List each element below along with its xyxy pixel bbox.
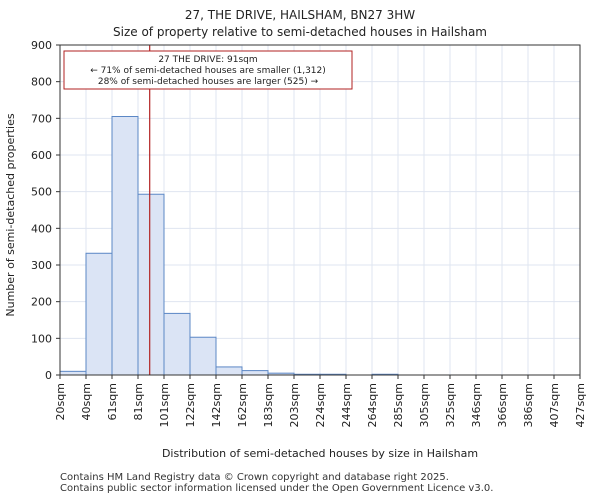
x-tick-label: 407sqm xyxy=(548,383,561,427)
x-tick-label: 386sqm xyxy=(522,383,535,427)
histogram-bar xyxy=(111,116,139,376)
y-tick-label: 800 xyxy=(31,76,52,89)
x-tick-label: 285sqm xyxy=(392,383,405,427)
chart-title-line2: Size of property relative to semi-detach… xyxy=(113,25,487,39)
x-tick-label: 122sqm xyxy=(184,383,197,427)
y-tick-label: 300 xyxy=(31,259,52,272)
y-tick-label: 700 xyxy=(31,112,52,125)
histogram-bar xyxy=(59,370,87,376)
x-tick-label: 264sqm xyxy=(366,383,379,427)
x-tick-label: 366sqm xyxy=(496,383,509,427)
x-tick-label: 325sqm xyxy=(444,383,457,427)
x-tick-label: 427sqm xyxy=(574,383,587,427)
annotation-line1: 27 THE DRIVE: 91sqm xyxy=(158,55,257,65)
bar-layer xyxy=(59,116,399,376)
x-tick-label: 20sqm xyxy=(54,383,67,420)
x-tick-label: 224sqm xyxy=(314,383,327,427)
annotation-frame xyxy=(63,50,353,90)
x-axis-label: Distribution of semi-detached houses by … xyxy=(162,447,478,460)
histogram-bar xyxy=(189,336,217,376)
x-axis-ticks: 20sqm 40sqm 61sqm 81sqm 101sqm 122sqm 142sqm 16… xyxy=(54,375,587,427)
y-axis-label: Number of semi-detached properties xyxy=(4,113,17,316)
x-tick-label: 244sqm xyxy=(340,383,353,427)
annotation-line2: ← 71% of semi-detached houses are smalle… xyxy=(90,66,326,76)
histogram-bar xyxy=(137,193,165,376)
x-tick-label: 142sqm xyxy=(210,383,223,427)
y-tick-label: 200 xyxy=(31,296,52,309)
x-tick-label: 101sqm xyxy=(158,383,171,427)
y-tick-label: 400 xyxy=(31,222,52,235)
x-tick-label: 40sqm xyxy=(80,383,93,420)
annotation-box: 27 THE DRIVE: 91sqm ← 71% of semi-detach… xyxy=(63,50,353,90)
footer-line1: Contains HM Land Registry data © Crown c… xyxy=(60,472,449,483)
histogram-bar xyxy=(163,312,191,376)
annotation-line3: 28% of semi-detached houses are larger (… xyxy=(98,77,319,87)
footer: Contains HM Land Registry data © Crown c… xyxy=(60,472,493,494)
y-axis-ticks: 0 100 200 300 400 500 600 700 800 900 xyxy=(31,39,60,382)
x-tick-label: 61sqm xyxy=(106,383,119,420)
histogram-bar xyxy=(85,252,113,376)
x-tick-label: 162sqm xyxy=(236,383,249,427)
y-tick-label: 100 xyxy=(31,332,52,345)
histogram-bar xyxy=(241,370,269,376)
x-tick-label: 81sqm xyxy=(132,383,145,420)
y-tick-label: 0 xyxy=(45,369,52,382)
x-tick-label: 183sqm xyxy=(262,383,275,427)
histogram-bar xyxy=(215,366,243,376)
x-tick-label: 305sqm xyxy=(418,383,431,427)
y-tick-label: 600 xyxy=(31,149,52,162)
y-tick-label: 500 xyxy=(31,186,52,199)
x-tick-label: 346sqm xyxy=(470,383,483,427)
x-tick-label: 203sqm xyxy=(288,383,301,427)
chart-title-line1: 27, THE DRIVE, HAILSHAM, BN27 3HW xyxy=(185,8,415,22)
footer-line2: Contains public sector information licen… xyxy=(60,483,494,494)
y-tick-label: 900 xyxy=(31,39,52,52)
